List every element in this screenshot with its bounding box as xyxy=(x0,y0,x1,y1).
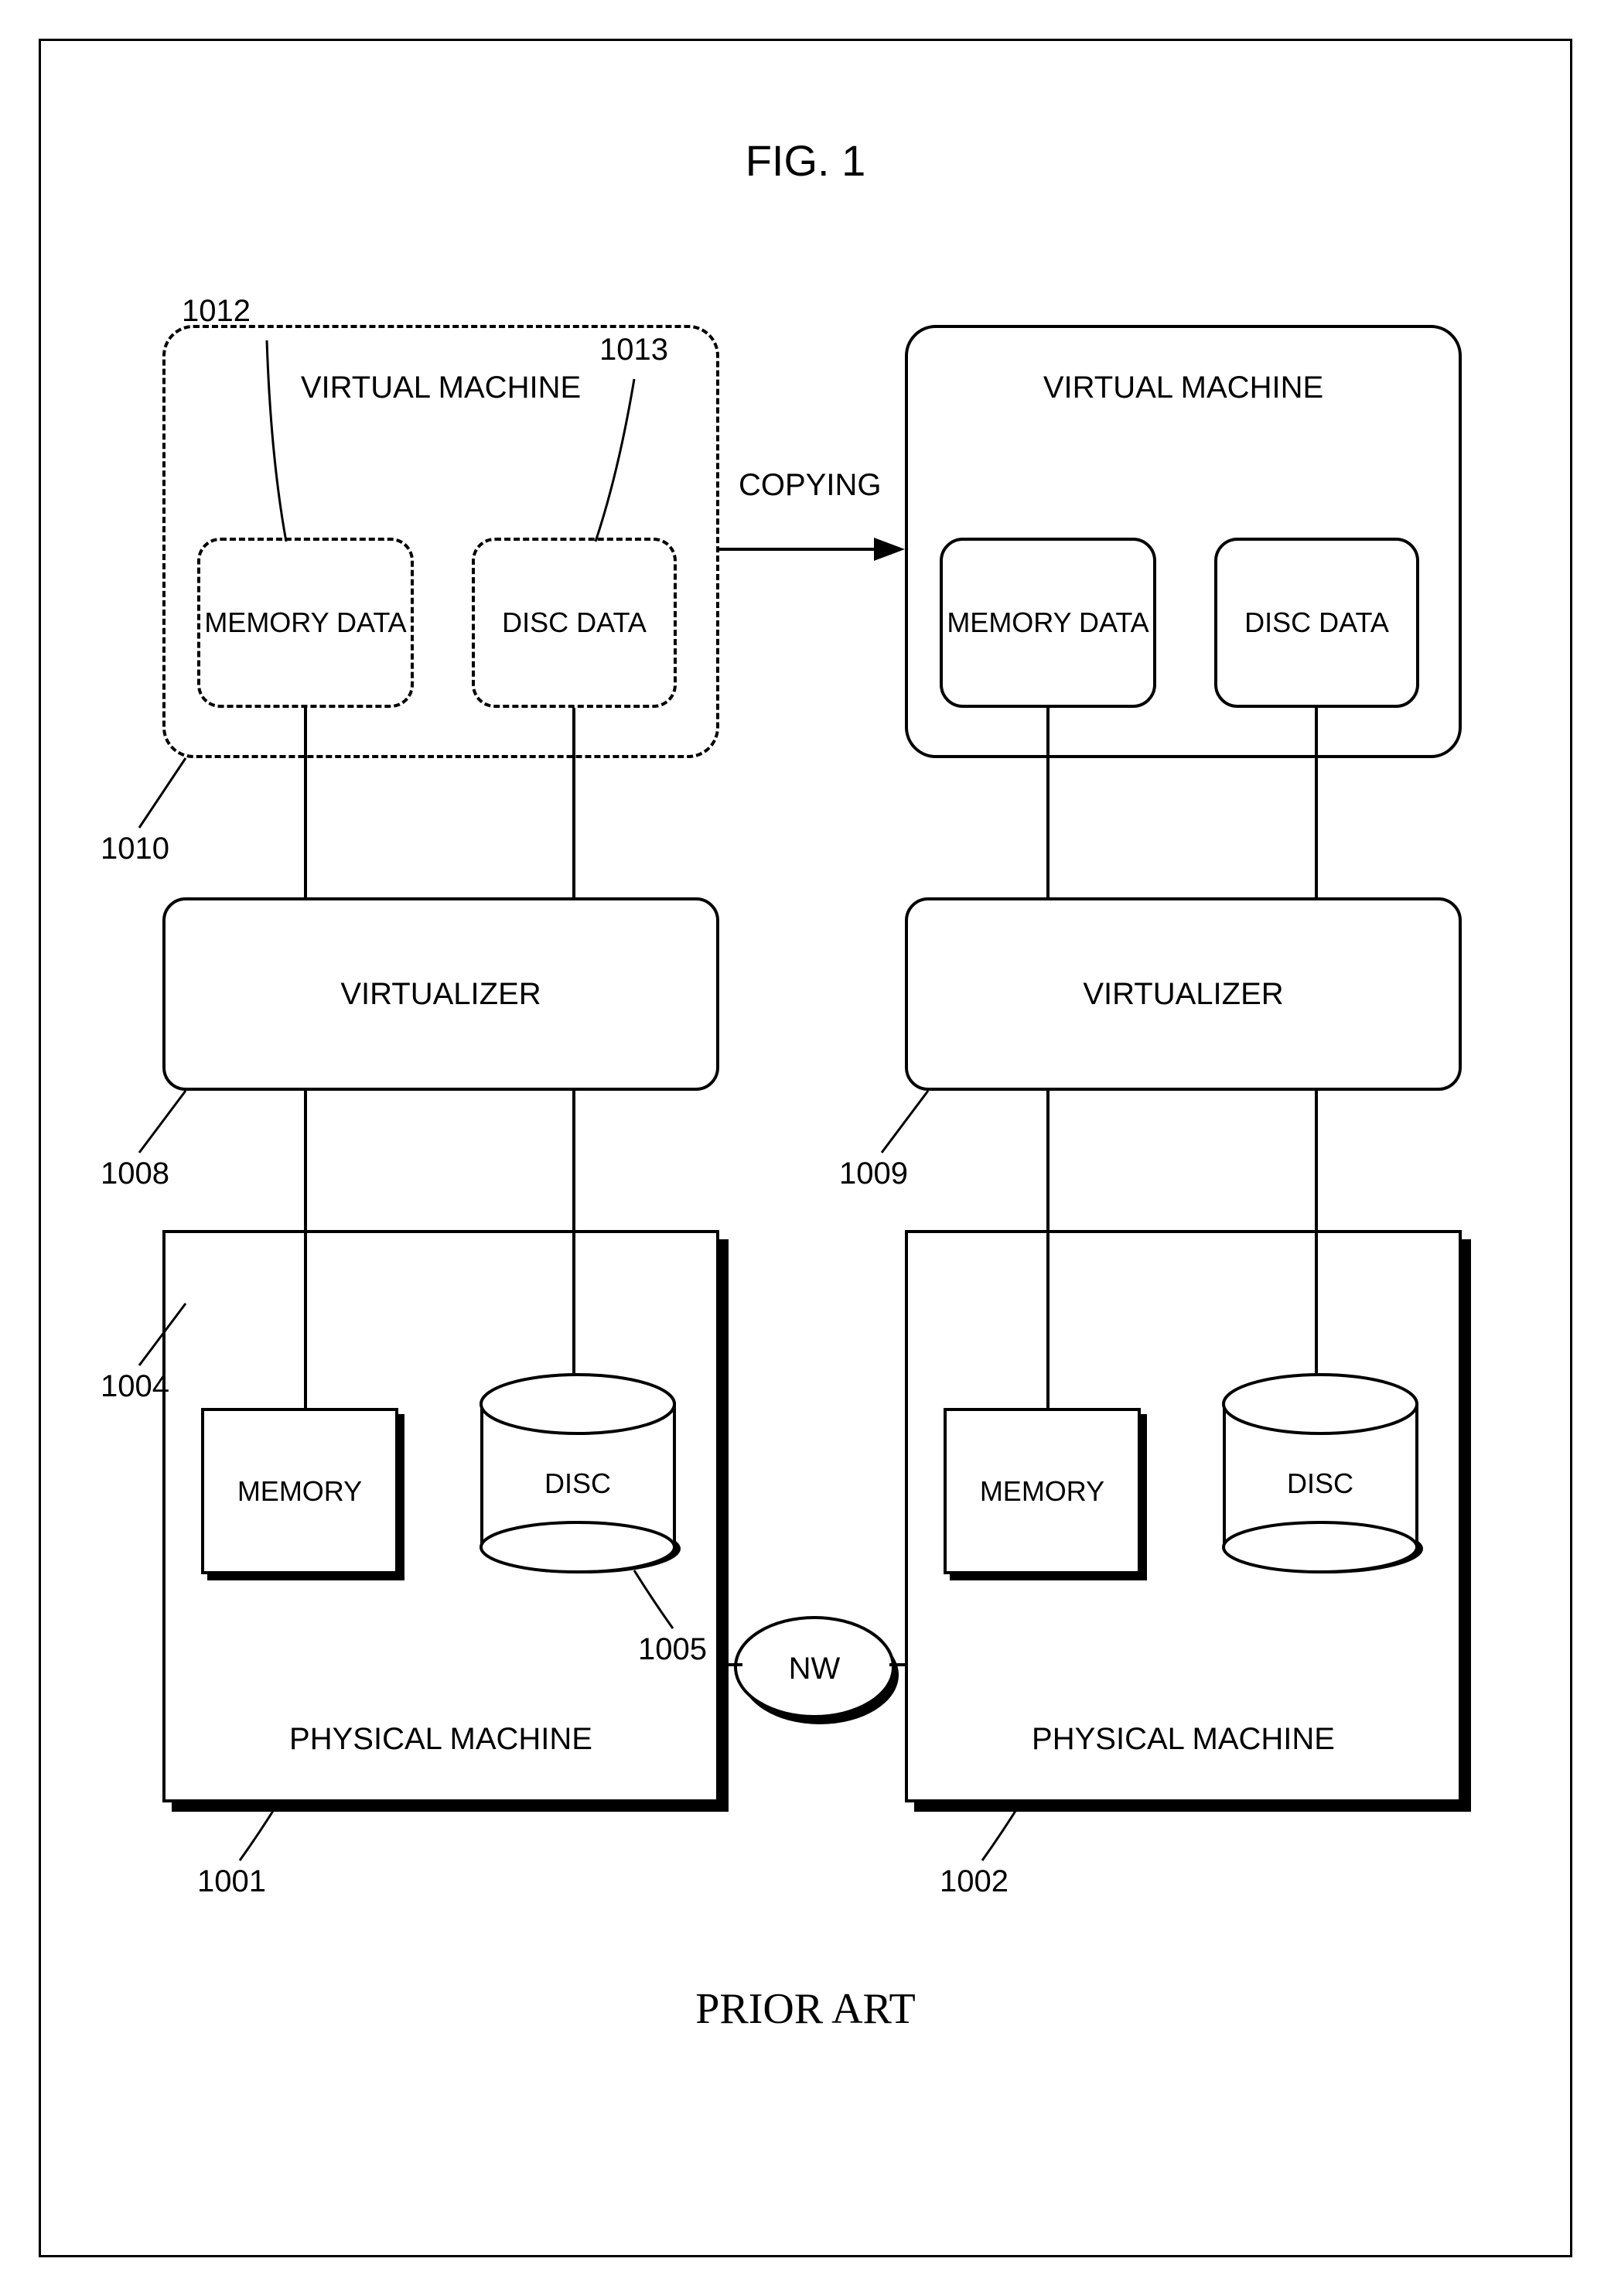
svg-text:DISC: DISC xyxy=(1287,1467,1353,1499)
line-nw-right xyxy=(889,1663,908,1666)
ref-1004-leader xyxy=(139,1303,186,1365)
line-virt-mem-right xyxy=(1046,1091,1050,1408)
ref-1013: 1013 xyxy=(599,333,668,367)
figure-title: FIG. 1 xyxy=(746,135,866,186)
line-virt-disc-left xyxy=(572,1091,575,1373)
ref-1008-leader xyxy=(139,1091,186,1153)
ref-1005-leader xyxy=(634,1570,673,1628)
line-discdata-virt-left xyxy=(572,708,575,897)
ref-1002: 1002 xyxy=(940,1864,1009,1899)
memory-data-left: MEMORY DATA xyxy=(197,538,414,708)
ref-1010: 1010 xyxy=(101,832,169,866)
memory-right: MEMORY xyxy=(944,1408,1141,1574)
svg-text:DISC: DISC xyxy=(544,1467,611,1499)
ref-1010-leader xyxy=(139,758,186,828)
vm-right-label: VIRTUAL MACHINE xyxy=(908,371,1459,405)
disc-data-right: DISC DATA xyxy=(1214,538,1419,708)
line-memdata-virt-right xyxy=(1046,708,1050,897)
memory-data-right: MEMORY DATA xyxy=(940,538,1156,708)
ref-1009-leader xyxy=(882,1091,928,1153)
line-nw-left xyxy=(719,1663,742,1666)
ref-1008: 1008 xyxy=(101,1157,169,1191)
ref-1009: 1009 xyxy=(839,1157,908,1191)
disc-data-left: DISC DATA xyxy=(472,538,677,708)
line-virt-disc-right xyxy=(1315,1091,1318,1373)
ref-1005: 1005 xyxy=(638,1632,707,1667)
virtualizer-left: VIRTUALIZER xyxy=(162,897,719,1091)
prior-art-label: PRIOR ART xyxy=(695,1984,915,2034)
memory-left: MEMORY xyxy=(201,1408,398,1574)
ref-1001: 1001 xyxy=(197,1864,266,1899)
ref-1012-leader xyxy=(267,340,321,542)
copying-label: COPYING xyxy=(739,468,881,503)
line-memdata-virt-left xyxy=(304,708,307,897)
line-virt-mem-left xyxy=(304,1091,307,1408)
virtualizer-right: VIRTUALIZER xyxy=(905,897,1462,1091)
copying-arrow xyxy=(719,526,905,572)
physical-right-label: PHYSICAL MACHINE xyxy=(908,1722,1459,1757)
ref-1004: 1004 xyxy=(101,1369,169,1404)
nw-node: NW xyxy=(727,1605,905,1737)
ref-1002-leader xyxy=(982,1802,1021,1860)
line-discdata-virt-right xyxy=(1315,708,1318,897)
ref-1001-leader xyxy=(240,1802,278,1860)
svg-text:NW: NW xyxy=(789,1652,841,1686)
disc-left: DISC xyxy=(476,1369,681,1578)
physical-left-label: PHYSICAL MACHINE xyxy=(166,1722,716,1757)
ref-1013-leader xyxy=(596,379,642,542)
disc-right: DISC xyxy=(1218,1369,1423,1578)
ref-1012: 1012 xyxy=(182,294,251,329)
